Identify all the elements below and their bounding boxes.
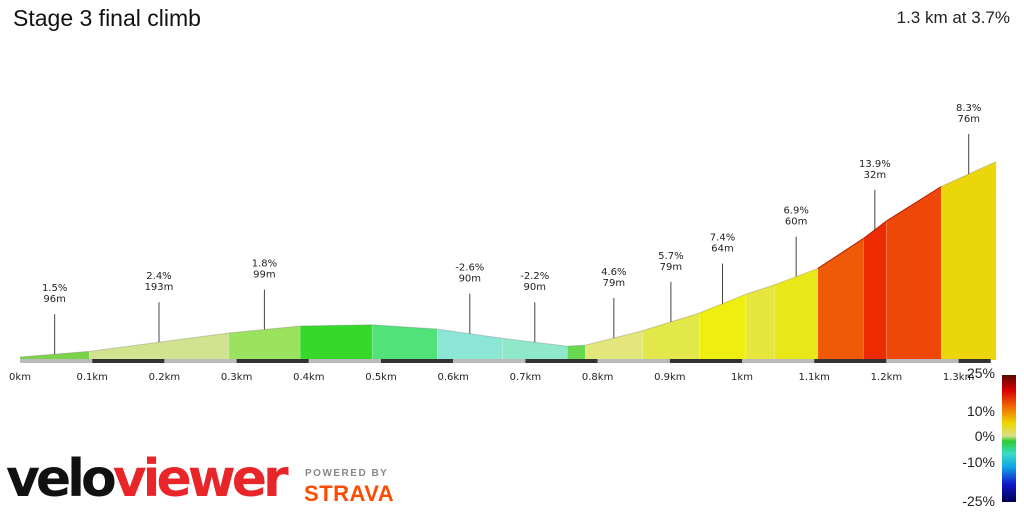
segment-length-label: 79m <box>603 278 625 289</box>
profile-outline-segment <box>699 293 746 314</box>
segment-gradient-label: 1.5% <box>42 283 67 294</box>
strava-logo: STRAVA <box>304 481 395 506</box>
profile-segment <box>745 284 775 361</box>
distance-bar-segment <box>742 359 815 363</box>
distance-axis-bar <box>20 359 991 363</box>
distance-bar-segment <box>525 359 598 363</box>
segment-gradient-label: 7.4% <box>710 233 735 244</box>
profile-outline-segment <box>745 284 775 295</box>
x-tick-label: 0.5km <box>365 372 396 383</box>
veloviewer-logo: veloviewer <box>6 449 289 509</box>
profile-segment <box>299 324 373 361</box>
x-tick-label: 0.4km <box>293 372 324 383</box>
profile-outline-segment <box>300 324 373 327</box>
profile-segment <box>886 186 942 361</box>
profile-outline-segment <box>817 238 864 269</box>
segment-gradient-label: 13.9% <box>859 159 891 170</box>
segment-gradient-label: -2.6% <box>455 263 484 274</box>
profile-outline-segment <box>89 332 229 352</box>
distance-bar-segment <box>886 359 959 363</box>
distance-bar-segment <box>381 359 454 363</box>
x-tick-label: 0km <box>9 372 31 383</box>
profile-outline-segment <box>372 324 438 330</box>
segment-gradient-label: 4.6% <box>601 267 626 278</box>
x-tick-label: 0.7km <box>510 372 541 383</box>
x-tick-label: 0.9km <box>654 372 685 383</box>
x-tick-label: 0.3km <box>221 372 252 383</box>
distance-bar-segment <box>236 359 309 363</box>
climb-summary: 1.3 km at 3.7% <box>896 8 1010 27</box>
gradient-legend-label: -25% <box>962 493 995 509</box>
segment-gradient-label: 2.4% <box>146 271 171 282</box>
profile-segment <box>863 220 887 361</box>
distance-bar-segment <box>597 359 670 363</box>
distance-bar-segment <box>453 359 526 363</box>
gradient-legend: 25% 10% 0% -10% -25% <box>962 365 1016 509</box>
segment-gradient-label: -2.2% <box>520 271 549 282</box>
distance-bar-segment <box>20 359 93 363</box>
segment-length-label: 99m <box>253 269 275 280</box>
segment-length-label: 64m <box>711 244 733 255</box>
distance-bar-segment <box>92 359 165 363</box>
profile-segment <box>941 161 997 361</box>
segment-gradient-label: 8.3% <box>956 103 981 114</box>
x-tick-label: 0.8km <box>582 372 613 383</box>
x-tick-label: 1km <box>731 372 753 383</box>
x-tick-label: 0.1km <box>76 372 107 383</box>
segment-length-label: 193m <box>145 282 174 293</box>
profile-segments <box>19 161 997 361</box>
segment-gradient-label: 6.9% <box>783 206 808 217</box>
x-tick-label: 1.2km <box>871 372 902 383</box>
powered-by-label: POWERED BY <box>305 468 389 479</box>
segment-length-label: 76m <box>957 114 979 125</box>
distance-bar-segment <box>669 359 742 363</box>
segment-length-label: 90m <box>524 282 546 293</box>
profile-outline-segment <box>862 220 887 239</box>
x-tick-label: 1.1km <box>798 372 829 383</box>
segment-length-label: 60m <box>785 217 807 228</box>
gradient-legend-bar <box>1002 375 1016 502</box>
segment-length-label: 32m <box>864 170 886 181</box>
profile-segment <box>817 238 864 361</box>
profile-outline-segment <box>567 344 586 347</box>
profile-segment <box>567 344 586 361</box>
distance-bar-segment <box>164 359 237 363</box>
gradient-legend-label: 0% <box>975 428 995 444</box>
distance-bar-segment <box>814 359 887 363</box>
segment-length-label: 96m <box>43 294 65 305</box>
x-tick-label: 1.3km <box>943 372 974 383</box>
gradient-legend-label: 10% <box>967 403 995 419</box>
profile-outline-segment <box>886 186 942 222</box>
profile-segment <box>228 325 301 361</box>
distance-bar-segment <box>958 359 991 363</box>
segment-gradient-label: 1.8% <box>252 258 277 269</box>
segment-length-label: 79m <box>660 262 682 273</box>
gradient-legend-label: 25% <box>967 365 995 381</box>
distance-axis-ticks: 0km 0.1km 0.2km 0.3km 0.4km 0.5km 0.6km 0.7km 0.… <box>9 372 974 383</box>
distance-bar-segment <box>308 359 381 363</box>
profile-segment <box>372 324 438 361</box>
x-tick-label: 0.6km <box>437 372 468 383</box>
chart-title: Stage 3 final climb <box>13 5 201 31</box>
segment-length-label: 90m <box>459 274 481 285</box>
segment-gradient-label: 5.7% <box>658 251 683 262</box>
gradient-legend-label: -10% <box>962 454 995 470</box>
x-tick-label: 0.2km <box>149 372 180 383</box>
